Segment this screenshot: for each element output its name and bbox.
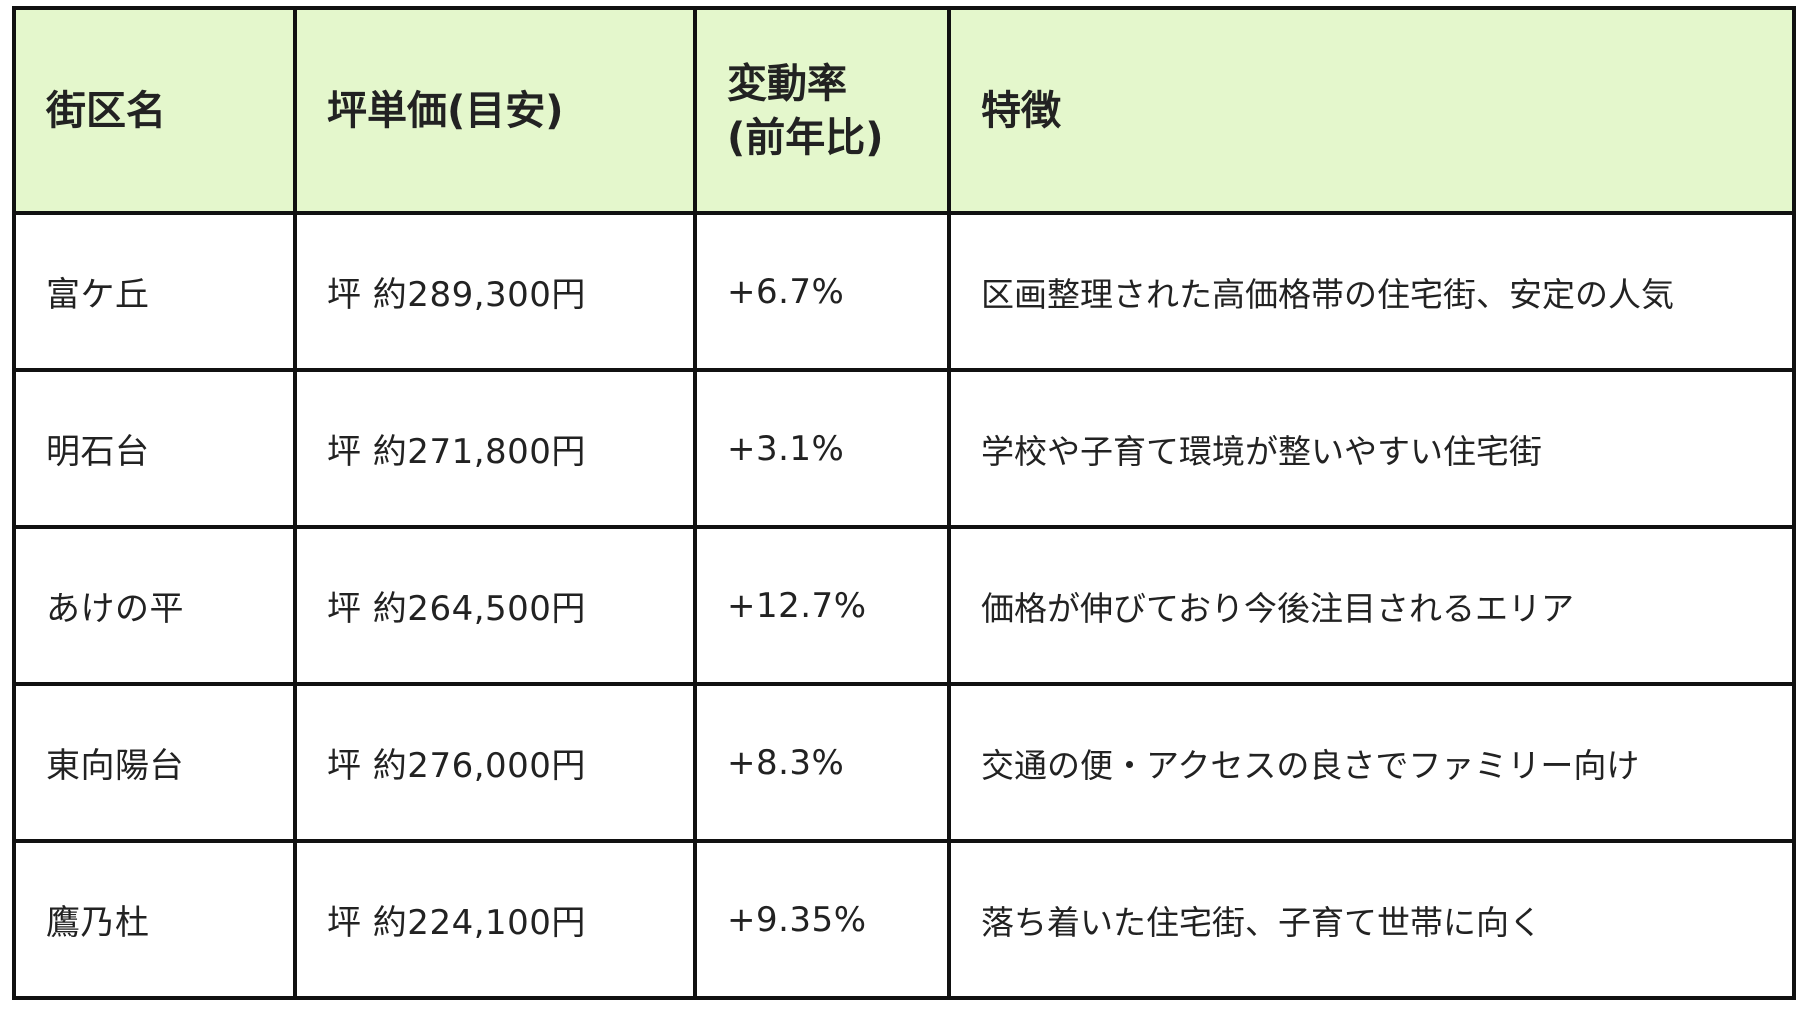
cell-price: 坪 約276,000円	[293, 682, 697, 843]
header-change-rate-line2: (前年比)	[727, 114, 884, 161]
header-price-per-tsubo: 坪単価(目安)	[293, 6, 697, 215]
table-row: 明石台 坪 約271,800円 +3.1% 学校や子育て環境が整いやすい住宅街	[12, 368, 1796, 529]
cell-area-name: 鷹乃杜	[12, 839, 297, 1000]
cell-feature: 学校や子育て環境が整いやすい住宅街	[947, 368, 1796, 529]
cell-change-rate: +9.35%	[693, 839, 951, 1000]
area-price-table: 街区名 坪単価(目安) 変動率 (前年比) 特徴 富ケ丘 坪 約289,300円…	[12, 6, 1796, 1000]
cell-change-rate: +8.3%	[693, 682, 951, 843]
cell-change-rate: +6.7%	[693, 211, 951, 372]
cell-price: 坪 約224,100円	[293, 839, 697, 1000]
cell-feature: 価格が伸びており今後注目されるエリア	[947, 525, 1796, 686]
cell-price: 坪 約289,300円	[293, 211, 697, 372]
cell-change-rate: +12.7%	[693, 525, 951, 686]
header-area-name: 街区名	[12, 6, 297, 215]
header-row: 街区名 坪単価(目安) 変動率 (前年比) 特徴	[12, 6, 1796, 215]
table-row: あけの平 坪 約264,500円 +12.7% 価格が伸びており今後注目されるエ…	[12, 525, 1796, 686]
table-body: 富ケ丘 坪 約289,300円 +6.7% 区画整理された高価格帯の住宅街、安定…	[12, 211, 1796, 1000]
cell-feature: 落ち着いた住宅街、子育て世帯に向く	[947, 839, 1796, 1000]
cell-price: 坪 約264,500円	[293, 525, 697, 686]
header-change-rate-line1: 変動率	[727, 60, 847, 107]
cell-feature: 区画整理された高価格帯の住宅街、安定の人気	[947, 211, 1796, 372]
cell-price: 坪 約271,800円	[293, 368, 697, 529]
table-row: 東向陽台 坪 約276,000円 +8.3% 交通の便・アクセスの良さでファミリ…	[12, 682, 1796, 843]
header-feature: 特徴	[947, 6, 1796, 215]
table-header: 街区名 坪単価(目安) 変動率 (前年比) 特徴	[12, 6, 1796, 215]
table-row: 鷹乃杜 坪 約224,100円 +9.35% 落ち着いた住宅街、子育て世帯に向く	[12, 839, 1796, 1000]
cell-area-name: 明石台	[12, 368, 297, 529]
table-row: 富ケ丘 坪 約289,300円 +6.7% 区画整理された高価格帯の住宅街、安定…	[12, 211, 1796, 372]
cell-change-rate: +3.1%	[693, 368, 951, 529]
cell-area-name: 富ケ丘	[12, 211, 297, 372]
cell-feature: 交通の便・アクセスの良さでファミリー向け	[947, 682, 1796, 843]
cell-area-name: 東向陽台	[12, 682, 297, 843]
cell-area-name: あけの平	[12, 525, 297, 686]
header-change-rate: 変動率 (前年比)	[693, 6, 951, 215]
